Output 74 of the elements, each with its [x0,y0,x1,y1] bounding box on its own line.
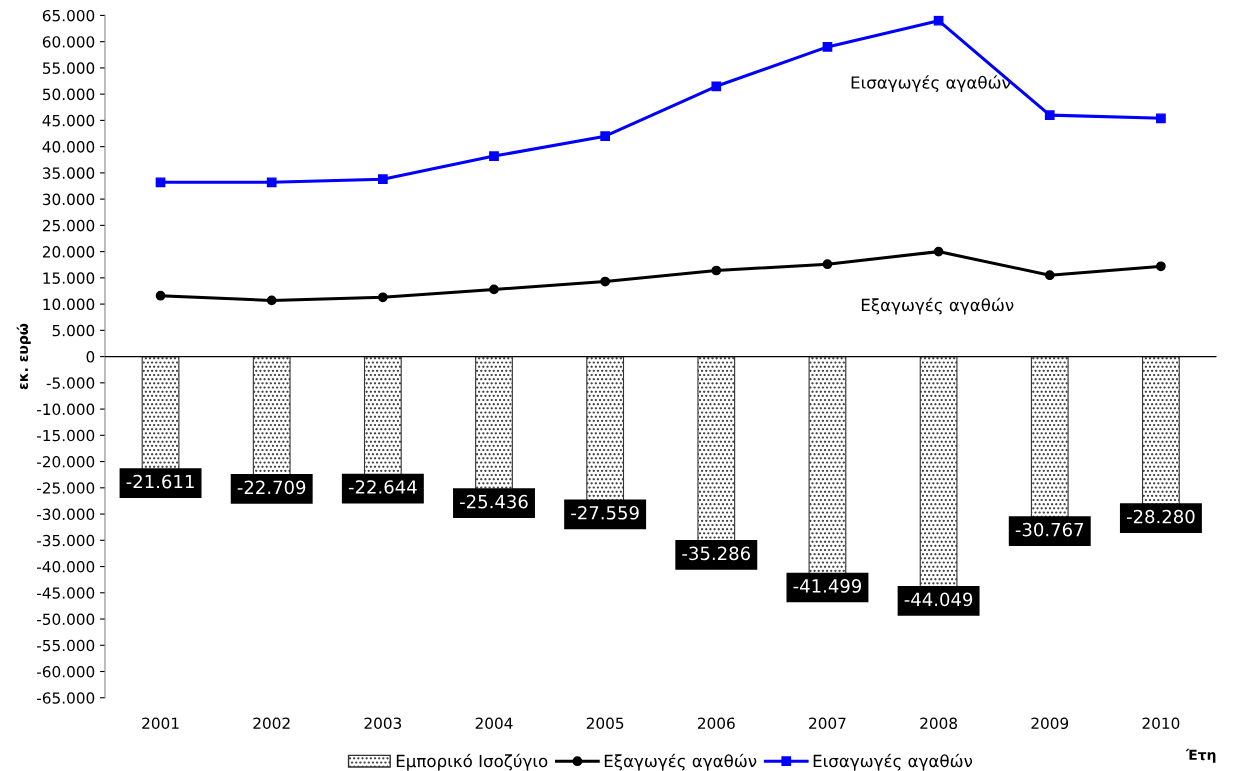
point [155,177,166,188]
y-tick-label: 25.000 [42,219,95,232]
point [1156,113,1166,124]
point [600,276,611,287]
point [711,265,722,276]
point [1044,270,1055,281]
y-tick-label: -5.000 [46,377,95,389]
y-tick-label: 65.000 [42,9,95,22]
point [1156,261,1166,272]
y-tick-label: 45.000 [42,114,95,127]
annotation: Εξαγωγές αγαθών [861,297,1014,315]
point [377,292,388,303]
data-label: -30.767 [1015,522,1084,537]
y-tick-label: 0 [86,351,95,363]
y-tick-label: -65.000 [37,692,95,704]
x-tick-label: 2005 [586,717,624,730]
point [155,290,166,301]
x-axis-title: Έτη [1185,748,1216,763]
point [711,81,722,92]
y-axis-title: εκ. ευρώ [16,323,31,390]
x-tick-label: 2004 [475,717,513,730]
y-tick-label: 10.000 [43,298,95,311]
point [933,246,944,257]
y-tick-label: -35.000 [37,534,95,547]
y-tick-label: 15.000 [43,272,95,284]
data-label: -35.286 [682,546,751,561]
data-label: -41.499 [793,579,862,593]
data-label: -44.049 [904,592,973,607]
x-tick-label: 2006 [697,717,735,730]
x-tick-label: 2002 [253,717,290,730]
y-tick-label: -20.000 [37,456,95,468]
x-tick-label: 2003 [364,717,402,730]
x-tick-label: 2009 [1031,717,1069,730]
point [822,42,833,52]
y-tick-label: -45.000 [37,587,95,599]
y-tick-label: 35.000 [42,167,95,179]
point [822,259,833,270]
x-tick-label: 2007 [809,717,846,730]
y-tick-label: 60.000 [42,36,95,48]
legend-label: Εισαγωγές αγαθών [813,753,973,771]
y-tick-label: 40.000 [42,141,95,153]
annotation: Εισαγωγές αγαθών [851,75,1011,93]
point [1044,110,1055,121]
y-tick-label: 50.000 [42,88,95,101]
y-tick-label: 30.000 [42,193,95,206]
x-tick-label: 2001 [142,717,179,730]
point [377,174,388,185]
point [489,151,499,161]
y-tick-label: -60.000 [37,665,95,678]
y-tick-label: 5.000 [52,324,95,337]
data-label: -25.436 [460,494,528,509]
y-tick-label: -10.000 [37,403,95,416]
legend-label: Εξαγωγές αγαθών [604,753,757,771]
data-label: -22.709 [237,480,306,495]
point [266,177,277,188]
y-tick-label: -25.000 [37,482,95,494]
x-tick-label: 2008 [920,717,957,730]
y-tick-label: 20.000 [42,246,95,258]
legend-label: Εμπορικό Ισοζύγιο [396,753,548,771]
data-label: -27.559 [571,505,639,520]
y-tick-label: -30.000 [37,508,95,521]
data-label: -21.611 [126,474,194,489]
data-label: -28.280 [1126,509,1195,524]
point [266,295,277,306]
y-tick-label: -40.000 [37,561,95,573]
y-tick-label: -50.000 [37,613,95,626]
point [489,284,499,295]
y-tick-label: -55.000 [37,639,95,652]
x-tick-label: 2010 [1142,717,1180,730]
data-label: -22.644 [348,480,417,494]
y-tick-label: -15.000 [37,429,95,442]
point [600,131,611,142]
y-tick-label: 55.000 [42,62,95,74]
point [933,15,944,26]
